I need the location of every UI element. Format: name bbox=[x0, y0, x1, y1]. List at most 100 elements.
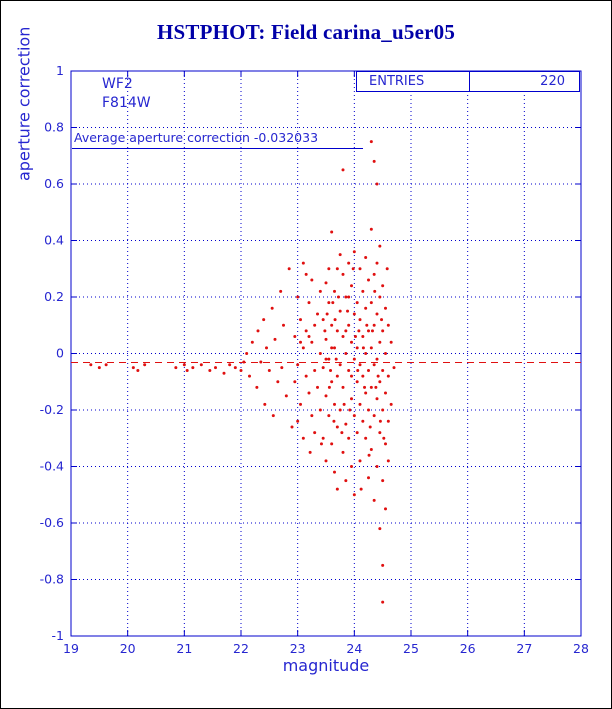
data-point bbox=[174, 366, 178, 370]
data-point bbox=[364, 306, 368, 310]
data-point bbox=[333, 318, 337, 322]
data-point bbox=[321, 436, 325, 440]
data-point bbox=[335, 425, 339, 429]
data-point bbox=[348, 408, 352, 412]
data-point bbox=[358, 402, 362, 406]
x-tick-label: 24 bbox=[346, 641, 362, 656]
data-point bbox=[330, 230, 334, 234]
data-point bbox=[347, 261, 351, 265]
data-point bbox=[370, 329, 374, 333]
data-point bbox=[392, 366, 396, 370]
data-point bbox=[256, 329, 260, 333]
data-point bbox=[301, 261, 305, 265]
data-point bbox=[378, 295, 382, 299]
data-point bbox=[352, 250, 356, 254]
data-point bbox=[381, 600, 385, 604]
data-point bbox=[191, 366, 195, 370]
data-point bbox=[384, 442, 387, 446]
data-point bbox=[265, 346, 268, 350]
data-point bbox=[367, 453, 371, 457]
data-point bbox=[372, 363, 376, 367]
data-point bbox=[352, 357, 356, 361]
data-point bbox=[338, 408, 342, 412]
data-point bbox=[307, 391, 311, 395]
data-point bbox=[239, 368, 243, 372]
data-point bbox=[347, 368, 351, 372]
data-point bbox=[346, 309, 350, 313]
data-point bbox=[335, 329, 339, 333]
data-point bbox=[185, 368, 189, 372]
data-point bbox=[384, 507, 387, 511]
y-tick-label: 0.2 bbox=[44, 289, 64, 304]
data-point bbox=[263, 402, 267, 406]
data-point bbox=[375, 182, 379, 186]
data-point bbox=[336, 295, 340, 299]
data-point bbox=[333, 289, 336, 293]
x-tick-label: 28 bbox=[573, 641, 589, 656]
data-point bbox=[323, 329, 327, 333]
data-point bbox=[327, 385, 331, 389]
data-point bbox=[330, 442, 334, 446]
data-point bbox=[364, 391, 368, 395]
data-point bbox=[372, 414, 376, 418]
data-point bbox=[347, 436, 351, 440]
data-point bbox=[276, 380, 280, 384]
x-axis-label: magnitude bbox=[282, 656, 370, 675]
data-point bbox=[296, 363, 300, 367]
data-point bbox=[304, 272, 308, 276]
x-tick-label: 22 bbox=[233, 641, 249, 656]
data-point bbox=[327, 267, 331, 271]
data-point bbox=[381, 479, 385, 483]
data-point bbox=[324, 337, 328, 341]
data-point bbox=[293, 335, 297, 339]
data-point bbox=[365, 323, 369, 327]
average-correction-annotation: Average aperture correction -0.032033 bbox=[72, 130, 363, 149]
plot-border bbox=[70, 70, 582, 637]
data-point bbox=[381, 284, 385, 288]
data-point bbox=[378, 431, 382, 435]
data-point bbox=[273, 337, 277, 341]
data-point bbox=[351, 267, 355, 271]
data-point bbox=[318, 289, 322, 293]
data-point bbox=[376, 374, 380, 378]
data-point bbox=[353, 335, 357, 339]
x-tick-label: 19 bbox=[63, 641, 79, 656]
data-point bbox=[375, 357, 379, 361]
data-point bbox=[361, 335, 365, 339]
data-point bbox=[364, 436, 368, 440]
data-point bbox=[367, 476, 370, 480]
data-point bbox=[358, 267, 362, 271]
data-point bbox=[350, 340, 353, 344]
data-point bbox=[290, 425, 294, 429]
data-point bbox=[361, 419, 365, 423]
page-title: HSTPHOT: Field carina_u5er05 bbox=[156, 20, 456, 44]
data-point bbox=[355, 346, 359, 350]
data-point bbox=[301, 436, 305, 440]
data-point bbox=[375, 397, 379, 401]
data-point bbox=[341, 272, 345, 276]
data-point bbox=[282, 323, 285, 327]
data-point bbox=[316, 385, 319, 389]
y-tick-label: -1 bbox=[52, 628, 64, 643]
data-point bbox=[389, 340, 393, 344]
entries-count: 220 bbox=[469, 72, 579, 91]
data-point bbox=[358, 363, 362, 367]
data-point bbox=[304, 374, 308, 378]
data-point bbox=[324, 394, 328, 398]
data-point bbox=[375, 261, 379, 265]
data-point bbox=[381, 368, 385, 372]
data-point bbox=[331, 301, 335, 305]
data-point bbox=[358, 318, 362, 322]
data-point bbox=[338, 253, 342, 257]
data-point bbox=[342, 402, 346, 406]
data-point bbox=[267, 368, 271, 372]
data-point bbox=[372, 323, 376, 327]
data-point bbox=[384, 352, 387, 355]
data-point bbox=[378, 527, 382, 531]
y-tick-label: 0.8 bbox=[44, 120, 64, 135]
data-point bbox=[347, 295, 351, 299]
data-point bbox=[368, 425, 372, 429]
data-point bbox=[369, 227, 373, 231]
data-point bbox=[338, 309, 342, 313]
